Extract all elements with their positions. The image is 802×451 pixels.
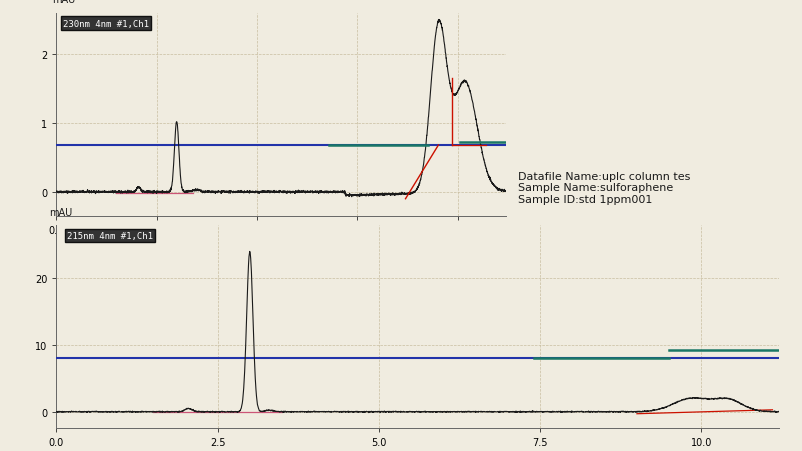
Text: 215nm 4nm #1,Ch1: 215nm 4nm #1,Ch1 (67, 232, 153, 240)
Text: Datafile Name:uplc column tes
Sample Name:sulforaphene
Sample ID:std 1ppm001: Datafile Name:uplc column tes Sample Nam… (517, 171, 690, 204)
Text: 230nm 4nm #1,Ch1: 230nm 4nm #1,Ch1 (63, 19, 148, 28)
Text: mAU: mAU (51, 0, 75, 5)
Text: mAU: mAU (49, 207, 72, 217)
